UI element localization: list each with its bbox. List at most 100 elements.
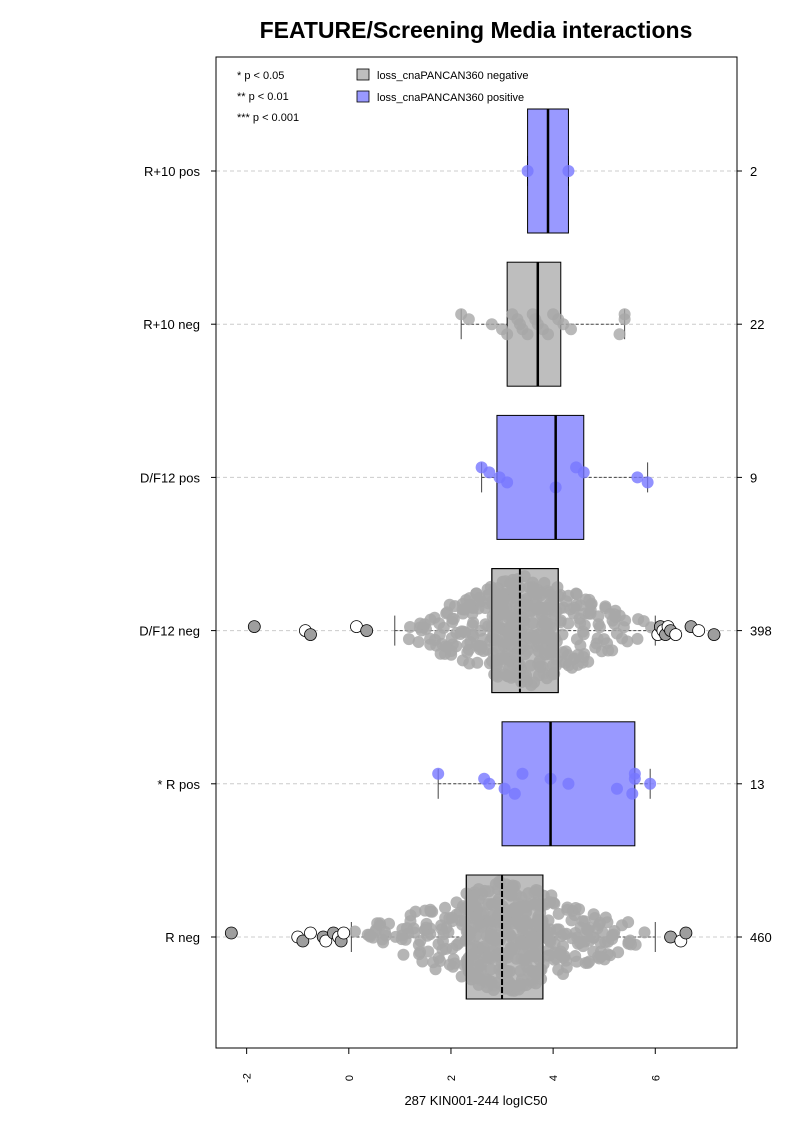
- outlier-point: [707, 628, 721, 641]
- data-point: [504, 965, 517, 978]
- data-point: [420, 917, 433, 930]
- data-point: [632, 613, 645, 626]
- data-point: [486, 929, 499, 942]
- legend-label: loss_cnaPANCAN360 negative: [377, 70, 528, 82]
- data-point: [564, 603, 577, 616]
- group-label: * R pos: [157, 777, 200, 792]
- data-point: [518, 614, 531, 627]
- count-label: 2: [750, 164, 757, 179]
- outlier-point: [337, 926, 351, 940]
- data-point: [612, 946, 625, 959]
- data-point: [439, 901, 452, 914]
- data-point: [508, 903, 521, 916]
- data-point: [501, 328, 514, 341]
- outlier-point: [669, 628, 683, 641]
- chart-title: FEATURE/Screening Media interactions: [260, 17, 693, 43]
- data-point: [525, 679, 538, 692]
- data-point: [483, 466, 496, 479]
- data-point: [530, 919, 543, 932]
- outlier-point: [692, 624, 706, 637]
- data-point: [638, 926, 651, 939]
- data-point: [561, 903, 574, 916]
- data-point: [518, 670, 531, 683]
- legend-swatch: [356, 68, 370, 81]
- data-point: [542, 914, 555, 927]
- data-point: [593, 952, 606, 965]
- data-point: [503, 976, 516, 989]
- significance-legend-item: *** p < 0.001: [237, 112, 299, 124]
- data-point: [606, 614, 619, 627]
- data-point: [565, 914, 578, 927]
- data-point: [507, 917, 520, 930]
- data-point: [482, 973, 495, 986]
- data-point: [641, 476, 654, 489]
- data-point: [580, 929, 593, 942]
- data-point: [516, 767, 529, 780]
- data-point: [564, 323, 577, 336]
- data-point: [501, 951, 514, 964]
- data-point: [518, 570, 531, 583]
- data-point: [497, 653, 510, 666]
- data-point: [396, 923, 409, 936]
- data-point: [457, 958, 470, 971]
- data-point: [543, 896, 556, 909]
- data-point: [424, 903, 437, 916]
- data-point: [628, 772, 641, 785]
- legend-label: loss_cnaPANCAN360 positive: [377, 92, 524, 104]
- count-label: 460: [750, 930, 772, 945]
- data-point: [464, 892, 477, 905]
- data-point: [501, 476, 514, 489]
- data-point: [412, 636, 425, 649]
- data-point: [437, 621, 450, 634]
- data-point: [631, 632, 644, 645]
- data-point: [526, 973, 539, 986]
- data-point: [538, 648, 551, 661]
- data-point: [496, 634, 509, 647]
- data-point: [462, 313, 475, 326]
- data-point: [484, 963, 497, 976]
- data-point: [471, 656, 484, 669]
- data-point: [485, 318, 498, 331]
- data-point: [626, 787, 639, 800]
- data-point: [494, 906, 507, 919]
- data-point: [508, 647, 521, 660]
- group-labels: R+10 pos R+10 neg D/F12 pos D/F12 neg * R po…: [139, 164, 216, 945]
- x-tick-label: 2: [446, 1075, 458, 1081]
- data-point: [474, 907, 487, 920]
- chart-marks: [224, 108, 721, 1000]
- data-point: [541, 605, 554, 618]
- data-point: [562, 165, 575, 177]
- x-axis: -2 0 2 4 6: [242, 1048, 662, 1083]
- data-point: [457, 625, 470, 638]
- outlier-point: [319, 934, 333, 948]
- data-point: [434, 647, 447, 660]
- data-point: [483, 777, 496, 790]
- data-point: [556, 646, 569, 659]
- data-point: [404, 621, 417, 634]
- data-point: [542, 328, 555, 341]
- data-point: [518, 938, 531, 951]
- count-label: 13: [750, 777, 764, 792]
- data-point: [613, 328, 626, 341]
- data-point: [466, 619, 479, 632]
- x-tick-label: 6: [650, 1075, 662, 1081]
- data-point: [477, 940, 490, 953]
- outlier-point: [224, 926, 238, 940]
- data-point: [443, 958, 456, 971]
- data-point: [513, 601, 526, 614]
- data-point: [557, 940, 570, 953]
- data-point: [464, 636, 477, 649]
- data-point: [543, 618, 556, 631]
- data-point: [510, 952, 523, 965]
- data-point: [570, 587, 583, 600]
- data-point: [429, 633, 442, 646]
- data-point: [528, 582, 541, 595]
- data-point: [569, 950, 582, 963]
- data-point: [618, 313, 631, 326]
- data-point: [607, 928, 620, 941]
- data-point: [498, 782, 511, 795]
- data-point: [414, 617, 427, 630]
- data-point: [566, 661, 579, 674]
